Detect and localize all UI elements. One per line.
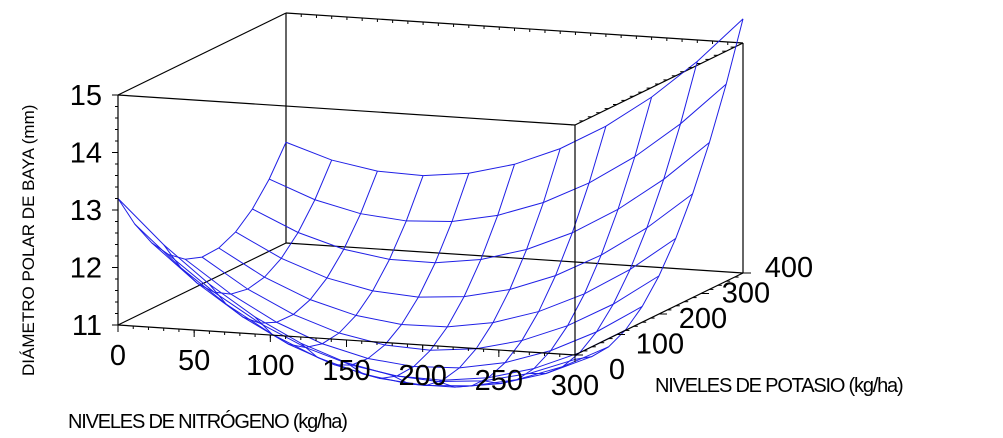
x-tick-label: 250 bbox=[475, 365, 523, 397]
plot-box-back bbox=[117, 12, 744, 326]
x-axis-title: NIVELES DE NITRÓGENO (kg/ha) bbox=[68, 410, 347, 433]
mesh-line-y bbox=[163, 159, 333, 295]
mesh-line-y bbox=[391, 148, 561, 387]
box-edge bbox=[117, 242, 287, 326]
axis-ticks bbox=[112, 13, 751, 362]
mesh-line-y bbox=[574, 18, 744, 360]
y-tick-label: 0 bbox=[609, 354, 625, 386]
y-tick-label: 100 bbox=[636, 329, 684, 361]
mesh-line-y bbox=[209, 170, 378, 324]
mesh-line-x bbox=[285, 18, 744, 177]
mesh-line-y bbox=[529, 61, 698, 374]
z-tick-label: 15 bbox=[70, 80, 102, 112]
box-edge bbox=[117, 94, 576, 126]
surface-mesh bbox=[117, 18, 744, 388]
y-axis-title: NIVELES DE POTASIO (kg/ha) bbox=[655, 375, 903, 397]
z-axis-title: DIÁMETRO POLAR DE BAYA (mm) bbox=[19, 105, 38, 376]
mesh-line-y bbox=[483, 97, 653, 385]
x-tick-label: 300 bbox=[551, 370, 599, 402]
axis-tick-labels: 0 50 100 150 200 250 300 0100200300400111213141… bbox=[70, 80, 813, 402]
plot-box-front bbox=[117, 94, 744, 356]
y-tick-label: 400 bbox=[765, 252, 813, 284]
box-edge bbox=[285, 242, 744, 274]
x-tick-label: 100 bbox=[246, 350, 294, 382]
mesh-line-x bbox=[151, 242, 609, 387]
z-tick-label: 11 bbox=[72, 310, 102, 342]
mesh-line-y bbox=[300, 173, 470, 366]
mesh-line-y bbox=[254, 175, 424, 348]
x-tick-label: 150 bbox=[322, 355, 370, 387]
x-tick-label: 50 bbox=[178, 345, 210, 377]
mesh-line-y bbox=[117, 142, 287, 260]
z-tick-label: 13 bbox=[70, 195, 102, 227]
mesh-line-x bbox=[268, 83, 727, 222]
z-tick-label: 12 bbox=[70, 253, 102, 285]
z-tick-label: 14 bbox=[70, 138, 102, 170]
box-edge bbox=[117, 12, 287, 96]
x-tick-label: 200 bbox=[398, 360, 446, 392]
mesh-line-y bbox=[437, 126, 607, 388]
y-tick-label: 200 bbox=[679, 303, 727, 335]
x-tick-label: 0 bbox=[110, 340, 126, 372]
y-tick-label: 300 bbox=[722, 278, 770, 310]
mesh-line-y bbox=[346, 164, 515, 379]
